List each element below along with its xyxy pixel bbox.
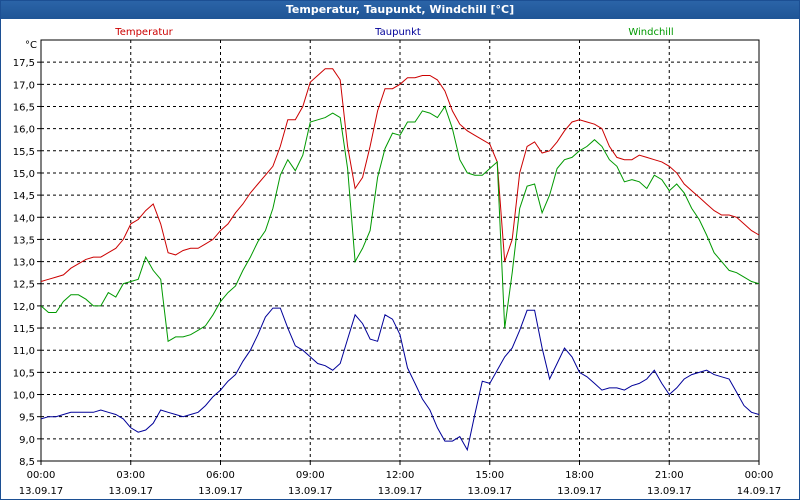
x-tick-time-label: 09:00: [296, 470, 325, 481]
x-tick-date-label: 13.09.17: [19, 486, 64, 497]
grid-lines: [41, 40, 759, 462]
series-line-temperatur: [40, 68, 760, 282]
x-tick-date-label: 13.09.17: [108, 486, 153, 497]
x-tick-date-label: 13.09.17: [288, 486, 333, 497]
x-tick-time-label: 18:00: [565, 470, 594, 481]
x-tick-time-label: 15:00: [475, 470, 504, 481]
series-line-windchill: [40, 105, 760, 343]
y-tick-label: 13,0: [13, 258, 35, 269]
y-tick-label: 11,0: [13, 346, 35, 357]
series-lines: [40, 68, 760, 452]
window-title: Temperatur, Taupunkt, Windchill [°C]: [1, 1, 799, 19]
y-tick-label: 9,5: [19, 413, 35, 424]
x-tick-time-label: 06:00: [206, 470, 235, 481]
y-tick-label: 12,5: [13, 280, 35, 291]
y-tick-label: 12,0: [13, 302, 35, 313]
y-tick-label: 10,5: [13, 368, 35, 379]
y-tick-label: 16,5: [13, 102, 35, 113]
x-tick-time-label: 21:00: [655, 470, 684, 481]
y-tick-label: 10,0: [13, 391, 35, 402]
y-tick-label: 14,5: [13, 191, 35, 202]
x-tick-date-label: 13.09.17: [198, 486, 243, 497]
legend-temperatur: Temperatur: [114, 27, 173, 38]
x-tick-time-label: 00:00: [745, 470, 774, 481]
legend-windchill: Windchill: [628, 27, 673, 38]
x-tick-date-label: 13.09.17: [557, 486, 602, 497]
y-tick-label: 16,0: [13, 125, 35, 136]
y-tick-label: 8,5: [19, 457, 35, 468]
series-line-taupunkt: [40, 307, 760, 452]
x-tick-date-label: 13.09.17: [378, 486, 423, 497]
y-tick-label: 13,5: [13, 235, 35, 246]
x-tick-date-label: 13.09.17: [647, 486, 692, 497]
x-tick-date-label: 14.09.17: [737, 486, 782, 497]
y-tick-label: 14,0: [13, 213, 35, 224]
y-tick-label: 17,0: [13, 80, 35, 91]
x-tick-time-label: 12:00: [386, 470, 415, 481]
x-tick-time-label: 03:00: [116, 470, 145, 481]
legend-taupunkt: Taupunkt: [374, 27, 421, 38]
y-axis-ticks: 8,5 9,0 9,5 10,0 10,5 11,0 11,5 12,0 12,5 13,0 13,…: [13, 58, 41, 468]
y-tick-label: 15,5: [13, 147, 35, 158]
y-axis-unit-label: °C: [25, 40, 37, 51]
x-tick-time-label: 00:00: [27, 470, 56, 481]
y-tick-label: 15,0: [13, 169, 35, 180]
x-axis-ticks: 00:00 13.09.17 03:00 13.09.17 06:00 13.09.17 0…: [19, 461, 782, 497]
x-tick-date-label: 13.09.17: [467, 486, 512, 497]
y-tick-label: 11,5: [13, 324, 35, 335]
y-tick-label: 17,5: [13, 58, 35, 69]
y-tick-label: 9,0: [19, 435, 35, 446]
